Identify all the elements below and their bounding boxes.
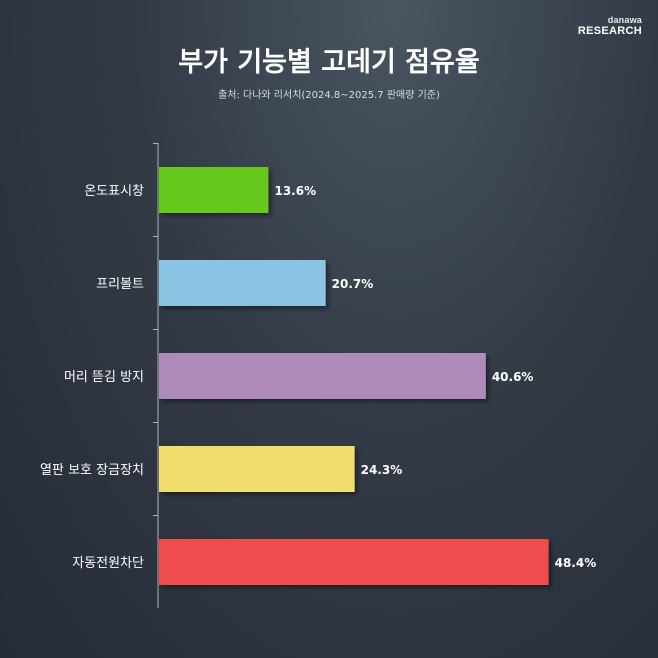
bar-2	[159, 260, 326, 306]
category-label: 프리볼트	[96, 277, 144, 292]
value-label: 13.6%	[274, 184, 316, 198]
chart-subtitle: 출처: 다나와 리서치(2024.8~2025.7 판매량 기준)	[218, 90, 440, 101]
category-label: 자동전원차단	[72, 556, 144, 571]
bar-3	[159, 353, 486, 399]
brand-logo-top: danawa	[607, 15, 642, 25]
brand-logo-bottom: RESEARCH	[577, 25, 642, 37]
chart-title: 부가 기능별 고데기 점유율	[178, 47, 480, 78]
brand-logo: danawa RESEARCH	[578, 16, 642, 37]
category-label: 열판 보호 장금장치	[40, 463, 144, 478]
category-label: 온도표시창	[84, 184, 144, 199]
value-label: 48.4%	[555, 556, 597, 570]
bar-4	[159, 446, 355, 492]
value-label: 20.7%	[332, 277, 374, 291]
bar-5	[159, 539, 549, 585]
category-label: 머리 뜯김 방지	[64, 370, 144, 385]
value-label: 40.6%	[492, 370, 534, 384]
bar-1	[159, 167, 269, 213]
value-label: 24.3%	[361, 463, 403, 477]
